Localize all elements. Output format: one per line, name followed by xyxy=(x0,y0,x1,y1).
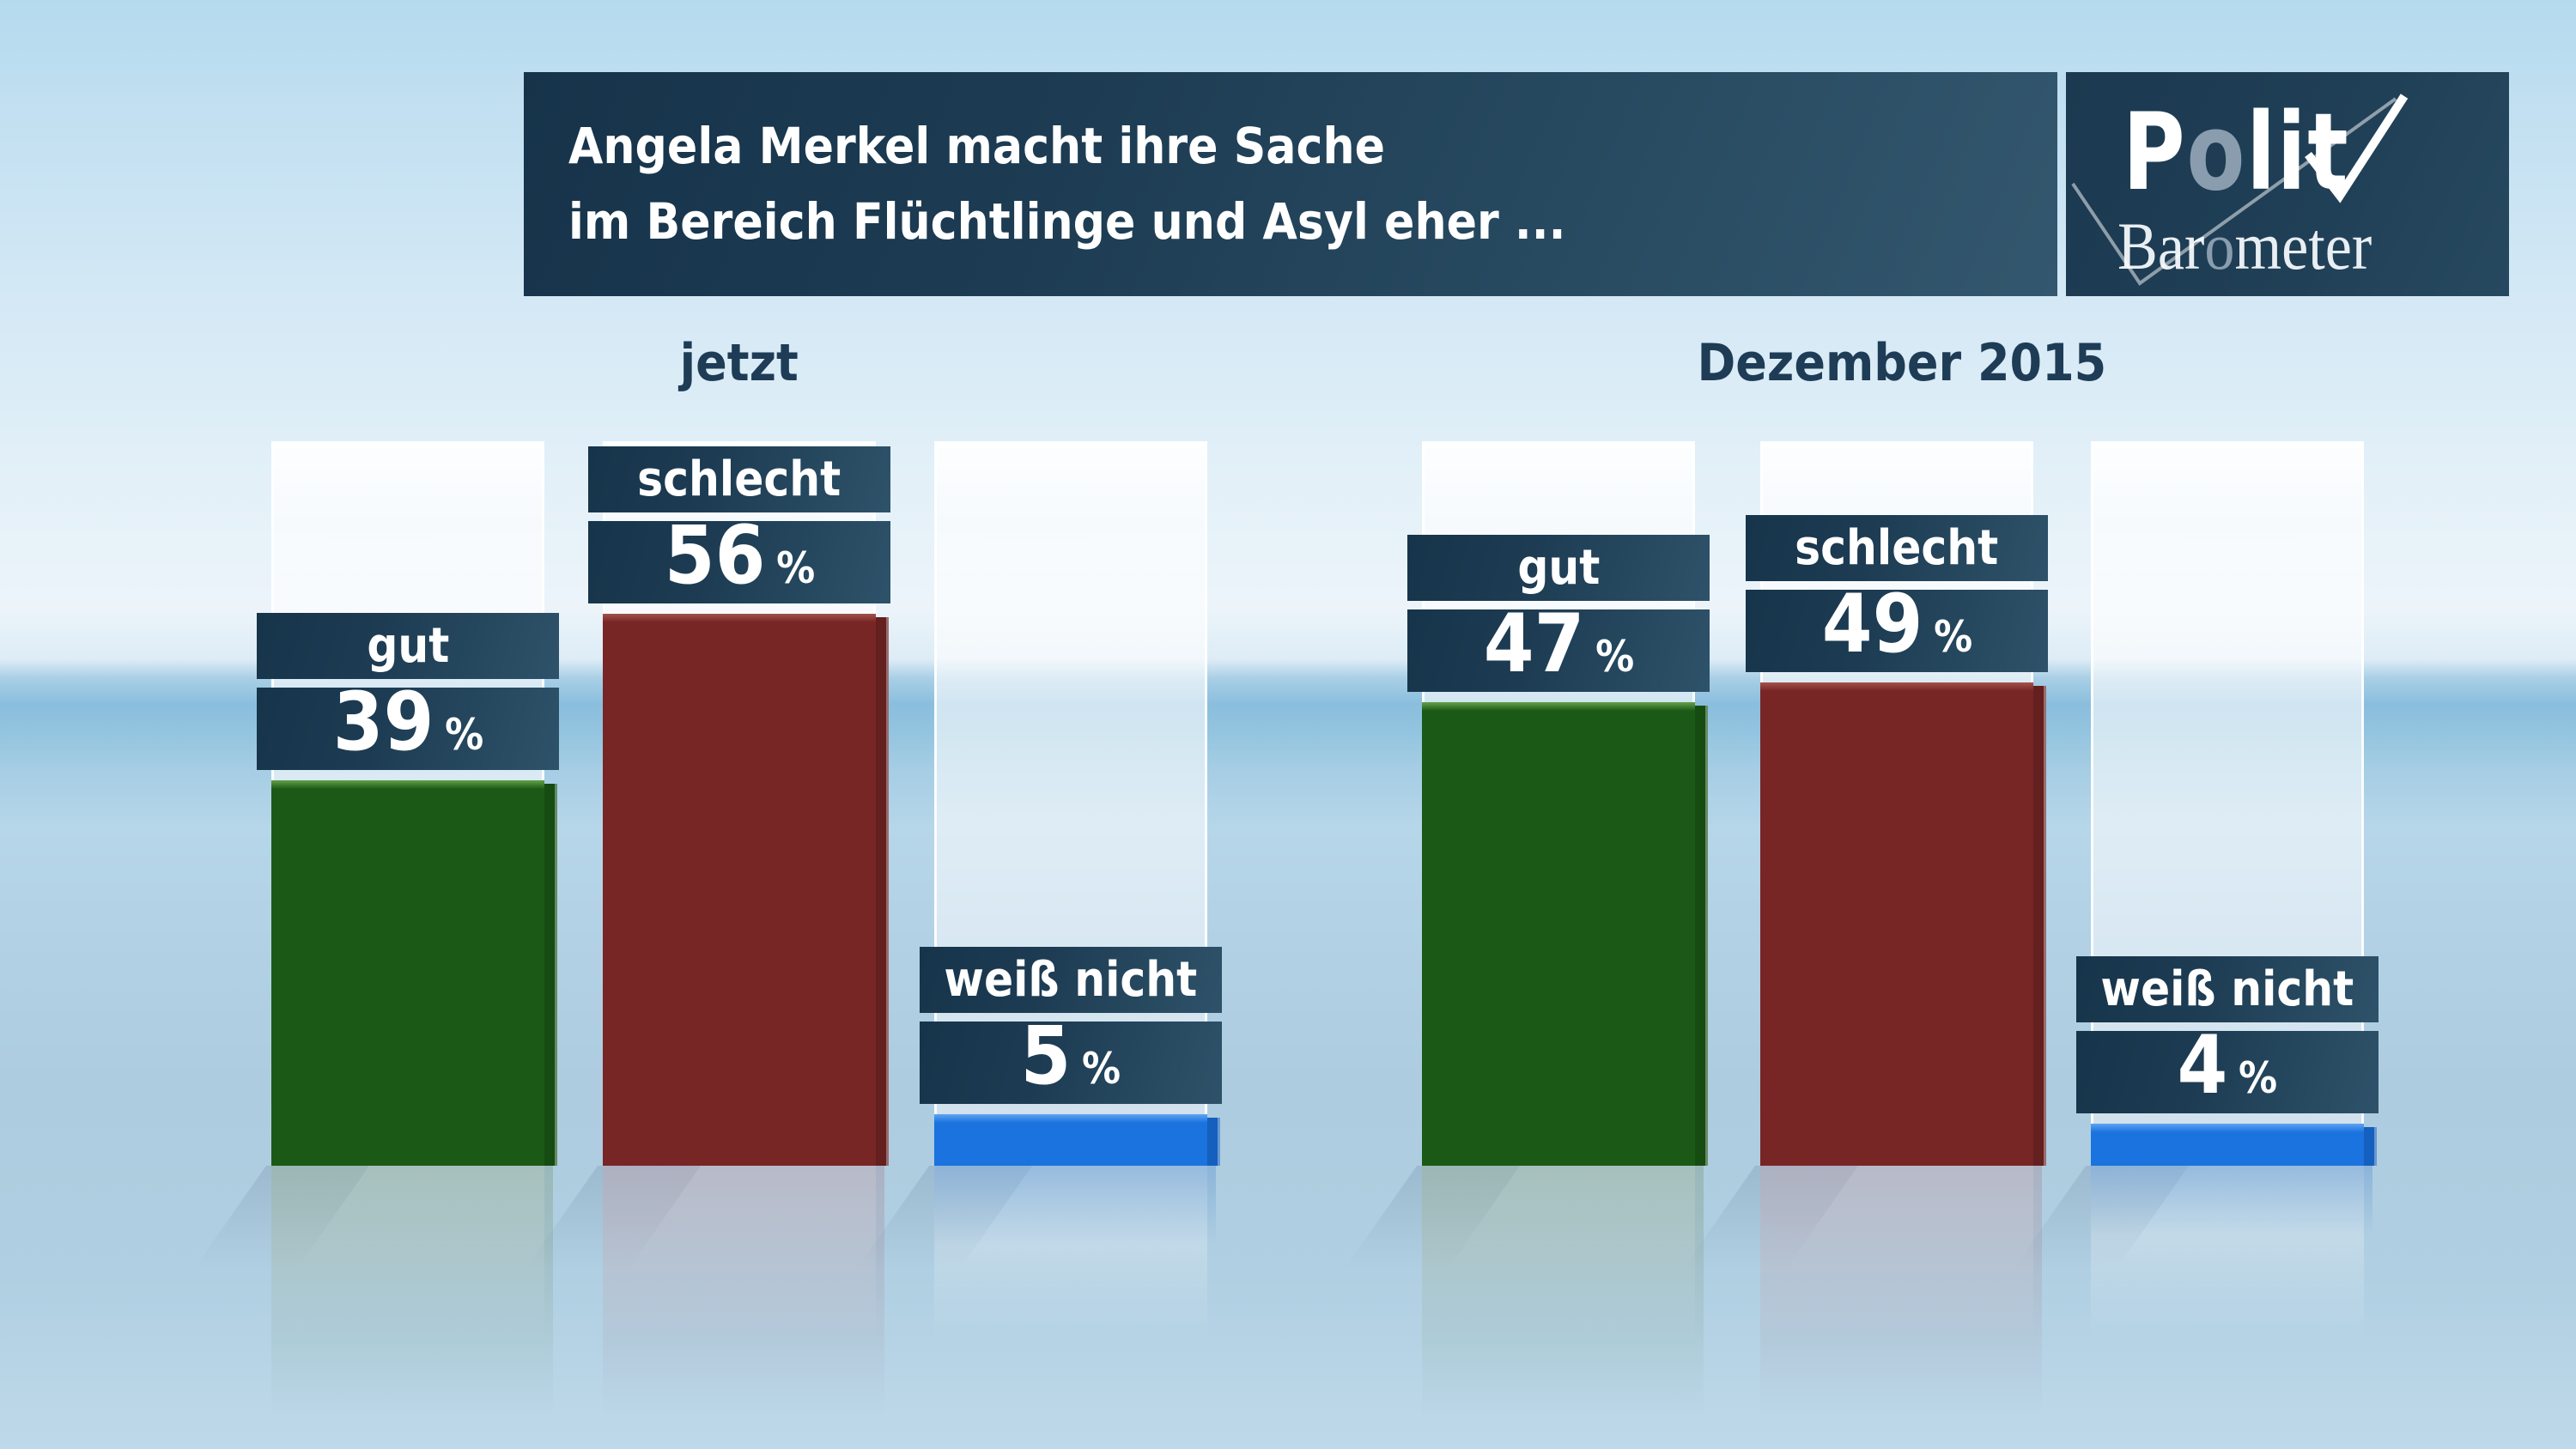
bar-reflection xyxy=(271,1166,553,1436)
bar-reflection xyxy=(603,1166,884,1436)
column-dez2015-weiss-nicht: weiß nicht 4% xyxy=(1995,441,2379,1372)
title-line-2: im Bereich Flüchtlinge und Asyl eher ... xyxy=(568,191,1566,251)
label-name-box: weiß nicht xyxy=(920,947,1222,1013)
bar-reflection xyxy=(1422,1166,1704,1436)
bar-reflection xyxy=(2091,1166,2372,1242)
title-line-1: Angela Merkel macht ihre Sache xyxy=(568,116,1386,175)
logo-polit-text: Polit xyxy=(2123,91,2350,215)
politbarometer-logo: Polit Barometer xyxy=(2066,72,2509,296)
label-value-box: 5% xyxy=(920,1016,1222,1104)
bar-dez2015-schlecht xyxy=(1760,682,2046,1166)
bar-dez2015-weiss-nicht xyxy=(2091,1124,2377,1166)
column-dez2015-gut: gut 47% xyxy=(1326,441,1710,1436)
column-jetzt-weiss-nicht: weiß nicht 5% xyxy=(838,441,1222,1372)
title-box: Angela Merkel macht ihre Sache im Bereic… xyxy=(524,72,2057,296)
bar-jetzt-gut xyxy=(271,780,557,1166)
label-value-box: 47% xyxy=(1407,604,1710,692)
bar-dez2015-gut xyxy=(1422,702,1708,1166)
label-name-box: schlecht xyxy=(1746,515,2048,581)
label-value-box: 4% xyxy=(2076,1026,2379,1113)
bar-reflection xyxy=(934,1166,1216,1252)
bar-jetzt-weiss-nicht xyxy=(934,1114,1220,1166)
column-dez2015-schlecht: schlecht 49% xyxy=(1664,441,2048,1436)
label-value-box: 49% xyxy=(1746,585,2048,672)
group-label-jetzt: jetzt xyxy=(679,333,799,393)
label-name-box: gut xyxy=(257,613,559,679)
column-jetzt-gut: gut 39% xyxy=(175,441,559,1436)
label-name-box: schlecht xyxy=(588,446,890,512)
bar-reflection xyxy=(1760,1166,2042,1436)
label-name-box: gut xyxy=(1407,535,1710,601)
label-value-box: 56% xyxy=(588,516,890,603)
label-name-box: weiß nicht xyxy=(2076,956,2379,1022)
group-label-dezember-2015: Dezember 2015 xyxy=(1697,333,2107,393)
column-jetzt-schlecht: schlecht 56% xyxy=(507,441,890,1436)
logo-barometer-text: Barometer xyxy=(2117,209,2372,283)
label-value-box: 39% xyxy=(257,682,559,770)
bar-jetzt-schlecht xyxy=(603,614,889,1166)
